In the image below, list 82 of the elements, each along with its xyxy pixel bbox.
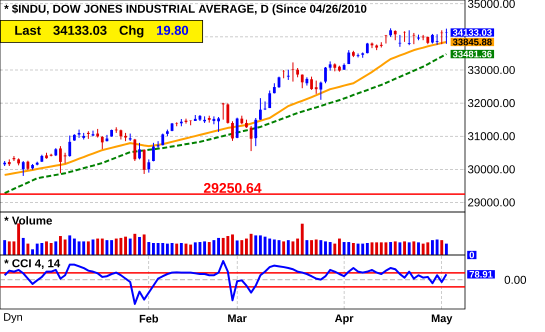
bar xyxy=(366,242,369,255)
candlestick xyxy=(403,30,406,42)
ref-line-label: 29250.64 xyxy=(204,183,262,193)
annotation: Chg xyxy=(120,25,144,38)
annotation: 34133.03 xyxy=(53,26,107,35)
bar xyxy=(3,240,6,255)
x-tick-label: Apr xyxy=(334,314,354,324)
bar xyxy=(92,240,94,255)
candlestick xyxy=(445,28,448,44)
candlestick xyxy=(324,66,327,84)
candlestick xyxy=(147,158,150,174)
bar xyxy=(384,242,388,255)
text: 34133.03 xyxy=(452,29,492,36)
candlestick xyxy=(156,140,160,148)
bar xyxy=(133,234,136,255)
chart-title: * Volume xyxy=(4,216,52,225)
bar xyxy=(138,236,141,255)
bar xyxy=(412,241,416,255)
candlestick xyxy=(222,102,225,120)
x-tick-label: May xyxy=(432,314,452,324)
bar xyxy=(310,240,313,255)
candlestick xyxy=(231,120,234,142)
candlestick xyxy=(138,142,141,160)
y-tick-label: 35000.00 xyxy=(468,0,515,8)
candlestick xyxy=(296,68,299,78)
data-label: 33845.88 xyxy=(452,38,492,46)
bar xyxy=(26,244,30,255)
annotation: Last xyxy=(15,26,41,35)
bar xyxy=(31,249,34,255)
candlestick xyxy=(292,62,294,82)
bar xyxy=(422,244,425,255)
text: 0 xyxy=(470,252,474,258)
bar xyxy=(180,242,183,255)
x-tick-label: Mar xyxy=(228,314,247,322)
bar xyxy=(96,238,100,255)
candlestick xyxy=(300,74,304,89)
data-label: 33481.36 xyxy=(452,50,492,58)
candlestick xyxy=(310,76,313,90)
bar xyxy=(352,242,355,255)
candlestick xyxy=(319,81,322,100)
candlestick xyxy=(22,160,25,176)
candlestick xyxy=(236,117,239,139)
candlestick xyxy=(394,30,397,41)
bar xyxy=(282,241,286,255)
candlestick xyxy=(189,120,192,126)
bar xyxy=(236,240,239,255)
candlestick xyxy=(347,50,350,65)
candlestick xyxy=(26,160,30,170)
candlestick xyxy=(152,142,155,162)
bar xyxy=(356,244,360,255)
candlestick xyxy=(250,125,252,152)
text: 78.91 xyxy=(470,270,493,278)
bar xyxy=(305,240,308,255)
chart-title: * $INDU, DOW JONES INDUSTRIAL AVERAGE, D (Since 04/26/2010 xyxy=(4,4,366,16)
candlestick xyxy=(408,30,411,46)
bar xyxy=(142,234,146,255)
y-tick-label: 33000.00 xyxy=(468,66,515,74)
bar xyxy=(342,242,346,255)
candlestick xyxy=(278,76,280,88)
candlestick xyxy=(226,102,230,124)
candlestick xyxy=(314,80,318,94)
y-tick-label: 30000.00 xyxy=(468,165,515,174)
bar xyxy=(444,244,448,255)
bar xyxy=(338,238,341,255)
text: 0.00 xyxy=(504,276,526,284)
chart-title: * CCI 4, 14 xyxy=(4,259,60,269)
x-tick-label: Feb xyxy=(140,314,158,323)
candlestick xyxy=(133,138,136,162)
candlestick xyxy=(384,34,388,44)
bar xyxy=(40,242,44,255)
y-tick-label: 32000.00 xyxy=(468,99,515,108)
bar xyxy=(398,242,402,255)
y-tick-label: 29000.00 xyxy=(468,198,515,206)
annotation: 19.80 xyxy=(157,26,188,35)
candlestick xyxy=(100,136,104,150)
bar xyxy=(403,241,406,255)
bar xyxy=(417,242,420,255)
y-tick-label: 31000.00 xyxy=(468,132,515,140)
candlestick xyxy=(259,98,262,120)
bar xyxy=(86,241,90,255)
text: Dyn xyxy=(4,313,22,324)
bar xyxy=(389,242,392,255)
